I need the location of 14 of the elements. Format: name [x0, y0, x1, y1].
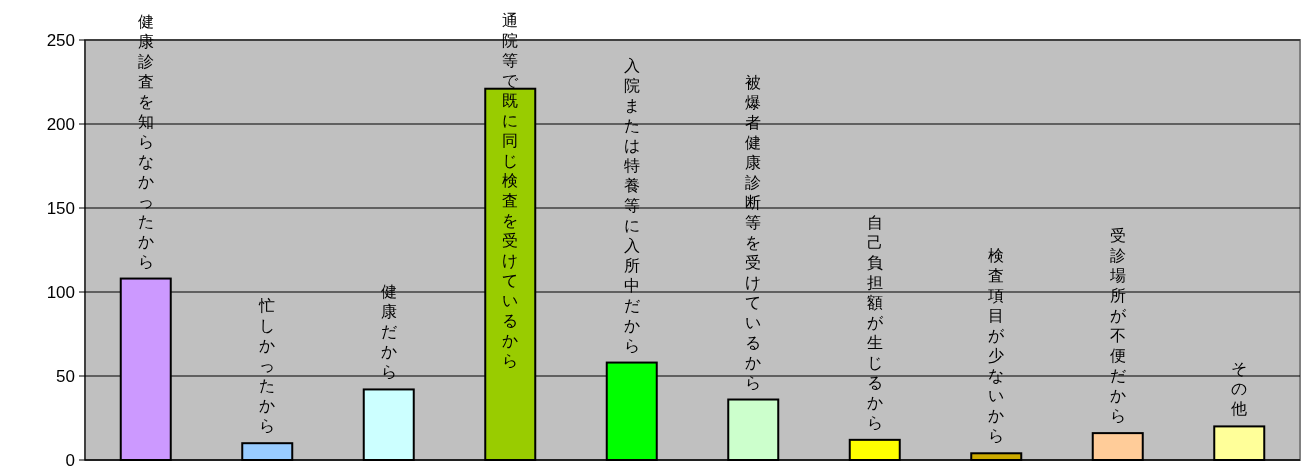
y-tick-label: 250 — [46, 31, 75, 50]
category-label: 自己負担額が生じるから — [866, 212, 883, 432]
x-tick-label: 忙しかったから — [258, 296, 276, 436]
category-label: 被爆者健康診断等を受けているから — [745, 72, 762, 392]
x-tick-label: その他 — [1231, 359, 1248, 419]
y-tick-label: 150 — [46, 199, 75, 218]
category-label: 検査項目が少ないから — [988, 246, 1005, 446]
y-tick-label: 0 — [65, 451, 75, 470]
category-label: 入院または特養等に入所中だから — [623, 55, 640, 355]
y-tick-label: 200 — [46, 115, 75, 134]
category-label: 受診場所が不便だから — [1109, 226, 1126, 426]
y-tick-label: 50 — [56, 367, 75, 386]
y-tick-label: 100 — [46, 283, 75, 302]
x-tick-label: 健康だから — [380, 282, 397, 382]
